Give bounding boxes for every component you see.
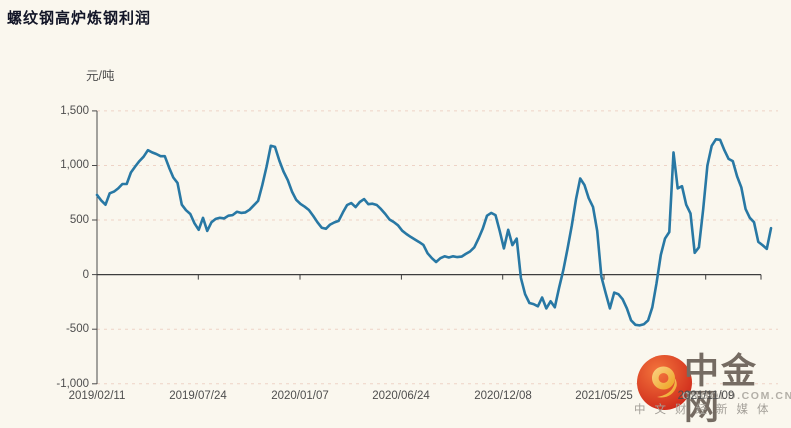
x-axis-label: 2020/06/24 bbox=[372, 390, 430, 402]
y-axis-unit-label: 元/吨 bbox=[86, 69, 115, 83]
x-axis-label: 2021/11/09 bbox=[677, 390, 735, 402]
watermark-brand-text: 中金网 bbox=[684, 352, 759, 427]
y-axis-label: -500 bbox=[65, 323, 89, 335]
chart-title: 螺纹钢高炉炼钢利润 bbox=[7, 10, 152, 27]
y-axis-label: -1,000 bbox=[56, 378, 89, 390]
x-axis-label: 2020/12/08 bbox=[474, 390, 532, 402]
watermark-domain-text: CNGOLD.COM.CN bbox=[682, 390, 791, 402]
profit-line-path bbox=[95, 138, 773, 327]
y-axis-label: 500 bbox=[69, 214, 89, 226]
y-axis-label: 0 bbox=[82, 269, 89, 281]
x-axis-label: 2020/01/07 bbox=[271, 390, 329, 402]
watermark-tagline-text: 中文财经新媒体 bbox=[634, 404, 778, 416]
cngold-logo-icon bbox=[637, 355, 692, 410]
x-axis-label: 2019/02/11 bbox=[68, 390, 126, 402]
x-axis-label: 2019/07/24 bbox=[169, 390, 227, 402]
x-axis-label: 2021/05/25 bbox=[575, 390, 633, 402]
y-axis-label: 1,500 bbox=[60, 105, 89, 117]
cngold-watermark: 中金网 CNGOLD.COM.CN 中文财经新媒体 bbox=[634, 353, 791, 426]
y-axis-label: 1,000 bbox=[60, 159, 89, 171]
